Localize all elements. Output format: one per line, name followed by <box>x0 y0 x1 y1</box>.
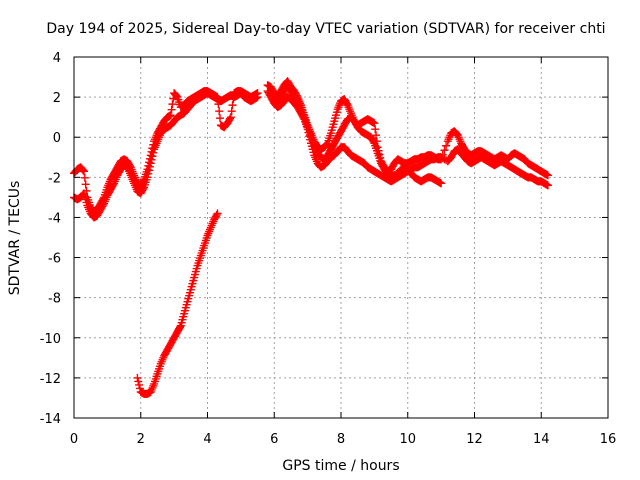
x-tick-label: 16 <box>600 432 617 447</box>
data-point <box>80 167 89 176</box>
grid <box>74 57 608 418</box>
data-point <box>442 141 451 150</box>
data-series <box>70 77 552 398</box>
data-point <box>82 186 91 195</box>
data-point <box>214 100 223 109</box>
chart-title: Day 194 of 2025, Sidereal Day-to-day VTE… <box>46 21 605 37</box>
data-point <box>135 384 144 393</box>
data-point <box>253 89 262 98</box>
data-point <box>125 161 134 170</box>
data-point <box>370 119 379 128</box>
data-point <box>342 99 351 108</box>
x-tick-label: 6 <box>270 432 278 447</box>
data-point <box>145 154 154 163</box>
data-point <box>133 373 142 382</box>
axis-ticks: 0 2 4 6 8 10 12 14 16 -14 -12 -10 -8 -6 -4 -2 0 2 4 <box>40 51 617 447</box>
series-group <box>266 81 446 188</box>
data-point <box>543 171 552 180</box>
data-point <box>146 151 155 160</box>
data-point <box>438 150 447 159</box>
data-point <box>80 173 89 182</box>
x-tick-label: 2 <box>137 432 145 447</box>
data-point <box>175 323 184 332</box>
data-point <box>148 144 157 153</box>
plot-frame <box>73 56 609 419</box>
data-point <box>149 140 158 149</box>
data-point <box>369 137 378 146</box>
data-point <box>229 95 238 104</box>
data-point <box>371 125 380 134</box>
y-axis-label: SDTVAR / TECUs <box>7 181 23 296</box>
data-point <box>213 209 222 218</box>
data-point <box>145 158 154 167</box>
data-point <box>437 155 446 164</box>
data-point <box>279 90 288 99</box>
data-point <box>437 179 446 188</box>
data-point <box>227 107 236 116</box>
data-point <box>215 107 224 116</box>
y-tick-label: -8 <box>48 292 61 307</box>
data-point <box>172 92 181 101</box>
y-tick-label: -14 <box>40 412 61 427</box>
data-point <box>139 176 148 185</box>
y-tick-label: -6 <box>48 252 61 267</box>
series-group <box>133 209 222 398</box>
y-tick-label: -2 <box>48 171 61 186</box>
x-tick-label: 8 <box>337 432 345 447</box>
data-point <box>143 165 152 174</box>
data-point <box>134 377 143 386</box>
data-point <box>168 100 177 109</box>
data-point <box>322 140 331 149</box>
data-point <box>543 181 552 190</box>
data-point <box>226 114 235 123</box>
data-point <box>228 101 237 110</box>
y-tick-label: -4 <box>48 211 61 226</box>
y-tick-label: -12 <box>40 372 61 387</box>
x-tick-label: 12 <box>466 432 483 447</box>
y-tick-label: -10 <box>40 332 61 347</box>
x-tick-label: 4 <box>203 432 211 447</box>
data-point <box>81 180 90 189</box>
y-tick-label: 2 <box>53 91 61 106</box>
data-point <box>226 113 235 122</box>
x-tick-label: 14 <box>533 432 550 447</box>
data-point <box>372 131 381 140</box>
data-point <box>167 105 176 114</box>
y-tick-label: 4 <box>53 51 61 66</box>
data-point <box>135 380 144 389</box>
x-tick-label: 0 <box>70 432 78 447</box>
data-point <box>216 114 225 123</box>
data-point <box>144 161 153 170</box>
data-point <box>166 111 175 120</box>
y-tick-label: 0 <box>53 131 61 146</box>
data-point <box>440 146 449 155</box>
data-point <box>147 147 156 156</box>
data-point <box>213 93 222 102</box>
x-axis-label: GPS time / hours <box>282 458 399 474</box>
x-tick-label: 10 <box>399 432 416 447</box>
data-point <box>99 194 108 203</box>
data-point <box>79 166 88 175</box>
data-point <box>212 210 221 219</box>
